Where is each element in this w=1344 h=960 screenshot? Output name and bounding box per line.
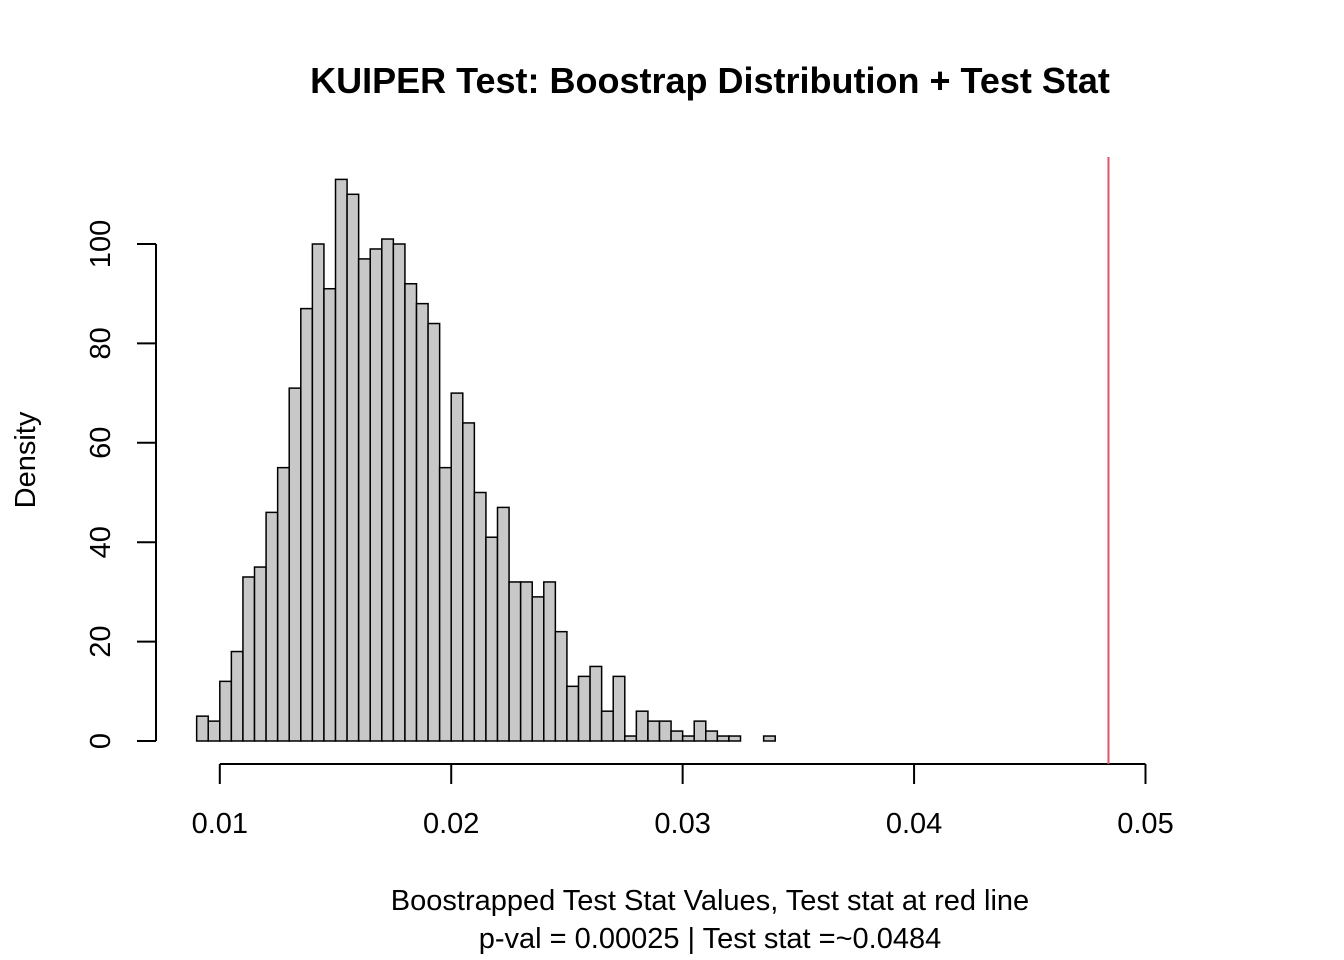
histogram-bar	[566, 685, 580, 742]
histogram-bar	[577, 675, 591, 742]
histogram-bars	[195, 178, 776, 742]
x-tick-label: 0.02	[423, 808, 479, 840]
x-tick-label: 0.05	[1117, 808, 1173, 840]
histogram-bar	[485, 536, 499, 742]
histogram-bar	[554, 630, 568, 742]
histogram-bar	[207, 720, 221, 742]
histogram-bar	[450, 392, 464, 742]
histogram-bar	[357, 258, 371, 742]
histogram-bar	[462, 422, 476, 742]
histogram-bar	[612, 675, 626, 742]
histogram-bar	[473, 491, 487, 742]
x-tick-label: 0.03	[654, 808, 710, 840]
y-tick-label: 40	[85, 526, 117, 558]
histogram-bar	[438, 466, 452, 742]
histogram-bar	[219, 680, 233, 742]
y-tick-label: 60	[85, 427, 117, 459]
histogram-bar	[242, 576, 256, 742]
histogram-bar	[323, 287, 337, 742]
histogram-bar	[404, 283, 418, 742]
histogram-bar	[288, 387, 302, 742]
x-axis: 0.01 0.02 0.03 0.04 0.05	[192, 763, 1174, 840]
histogram-bar	[230, 650, 244, 742]
histogram-bar	[624, 735, 638, 742]
histogram-bar	[705, 730, 719, 742]
y-tick-label: 100	[85, 220, 117, 268]
histogram-bar	[762, 735, 776, 742]
histogram-bar	[716, 735, 730, 742]
histogram-bar	[311, 243, 325, 742]
histogram-bar	[693, 720, 707, 742]
histogram-bar	[681, 735, 695, 742]
histogram-bar	[589, 665, 603, 742]
histogram-bar	[647, 720, 661, 742]
histogram-bar	[658, 720, 672, 742]
histogram-bar	[253, 566, 267, 742]
histogram-bar	[265, 511, 279, 742]
histogram-bar	[276, 466, 290, 742]
x-axis-label: Boostrapped Test Stat Values, Test stat …	[391, 885, 1029, 917]
chart-title: KUIPER Test: Boostrap Distribution + Tes…	[310, 60, 1110, 101]
y-axis: 0 20 40 60 80 100	[85, 220, 157, 749]
histogram-bar	[369, 248, 383, 742]
histogram-bar	[300, 307, 314, 742]
y-tick-label: 20	[85, 625, 117, 657]
histogram-bar	[600, 710, 614, 742]
x-tick-label: 0.01	[192, 808, 248, 840]
x-axis-subtitle: p-val = 0.00025 | Test stat =~0.0484	[479, 923, 941, 955]
y-tick-label: 0	[85, 733, 117, 749]
histogram-bar	[635, 710, 649, 742]
histogram-bar	[519, 581, 533, 742]
histogram-bar	[392, 243, 406, 742]
x-tick-label: 0.04	[886, 808, 942, 840]
histogram-bar	[427, 322, 441, 742]
histogram-bar	[334, 178, 348, 742]
histogram-bar	[496, 506, 510, 742]
histogram-bar	[508, 581, 522, 742]
histogram-bar	[543, 581, 557, 742]
histogram-bar	[415, 302, 429, 742]
histogram-bar	[381, 238, 395, 742]
y-tick-label: 80	[85, 327, 117, 359]
histogram-bar	[531, 596, 545, 742]
histogram-bar	[728, 735, 742, 742]
histogram-bar	[195, 715, 209, 742]
histogram-bar	[346, 193, 360, 742]
y-axis-label: Density	[10, 411, 42, 508]
histogram-bar	[670, 730, 684, 742]
